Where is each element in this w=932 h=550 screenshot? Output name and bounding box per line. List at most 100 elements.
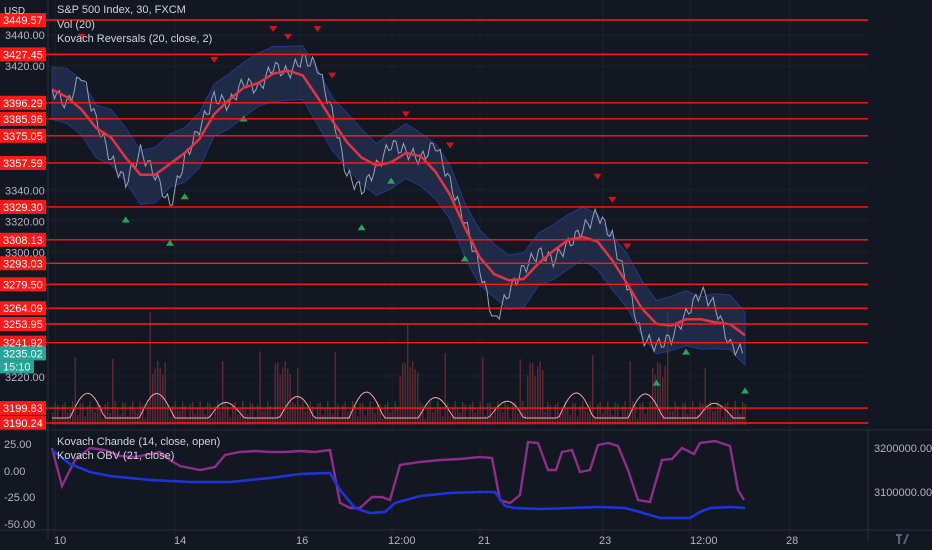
volume-bar [212,417,214,425]
volume-bar [734,401,736,425]
volume-bar [342,405,344,425]
volume-bar [232,403,234,425]
countdown-label: 15:10 [3,361,31,373]
volume-bar [539,361,541,425]
volume-bar [117,407,119,425]
volume-bar [504,401,506,425]
reversal-markers [77,25,749,394]
chande-legend: Kovach Chande (14, close, open) [57,436,221,448]
volume-legend: Vol (20) [57,19,95,31]
obv-tick: 3100000.00 [874,487,932,499]
volume-bar [319,402,321,425]
volume-bars [52,311,746,425]
lower-pane [50,439,746,520]
level-label-bg [0,335,46,350]
level-label: 3293.03 [3,258,43,270]
volume-bar [217,401,219,425]
volume-bar [589,401,591,425]
volume-bar [639,403,641,425]
volume-bar [577,416,579,425]
volume-bar [269,405,271,425]
volume-bar [247,413,249,425]
volume-bar [724,403,726,425]
volume-bar [369,401,371,425]
current-price-bg [0,346,46,361]
volume-bar [332,413,334,425]
currency-label: USD [4,6,26,17]
volume-bar [444,352,446,425]
volume-bar [329,408,331,425]
volume-bar [277,362,279,425]
volume-bar [324,407,326,425]
volume-bar [584,410,586,425]
symbol-legend: S&P 500 Index, 30, FXCM [57,4,186,16]
chande-tick: 0.00 [4,466,25,478]
volume-bar [147,404,149,425]
volume-bar [594,418,596,425]
volume-bar [174,401,176,425]
volume-bar [267,401,269,425]
volume-bar [659,363,661,425]
volume-bar [519,359,521,425]
level-label: 3279.50 [3,279,43,291]
volume-bar [199,401,201,425]
volume-bar [192,402,194,425]
level-label: 3385.96 [3,114,43,126]
volume-bar [162,374,164,425]
level-label: 3357.59 [3,158,43,170]
volume-bar [564,401,566,425]
volume-bar [309,401,311,425]
volume-bar [82,403,84,425]
volume-bar [349,410,351,425]
volume-bar [142,405,144,425]
level-label-bg [0,111,46,126]
level-label-bg [0,13,46,27]
volume-bar [737,408,739,425]
volume-bar [612,414,614,425]
volume-bar [287,368,289,425]
indicator-legend: Kovach Reversals (20, close, 2) [57,33,213,45]
volume-bar [94,411,96,425]
volume-bar [472,401,474,425]
volume-bar [99,405,101,425]
up-marker [682,348,691,355]
volume-bar [392,409,394,425]
tradingview-logo-icon[interactable] [895,531,911,545]
volume-bar [677,405,679,425]
volume-bar [399,376,401,425]
volume-bar [482,356,484,425]
volume-bar [374,413,376,425]
volume-bar [702,403,704,425]
volume-bar [467,418,469,425]
horizontal-levels[interactable]: 3449.57 3427.45 3396.29 3385.96 3375.05 3357.… [0,13,868,430]
volume-bar [699,402,701,425]
volume-bar [462,401,464,425]
down-marker [401,111,410,118]
volume-bar [509,418,511,425]
volume-bar [457,409,459,425]
volume-bar [172,405,174,425]
volume-bar [202,407,204,425]
volume-bar [522,401,524,425]
level-label: 3329.30 [3,202,43,214]
volume-bar [742,402,744,425]
volume-bar [547,401,549,425]
level-label-bg [0,316,46,331]
volume-bar [67,412,69,425]
down-marker [623,243,632,250]
level-label: 3264.09 [3,303,43,315]
volume-bar [572,402,574,425]
volume-bar [79,402,81,425]
volume-bar [279,374,281,425]
volume-bar [529,362,531,425]
volume-bar [419,401,421,425]
volume-bar [552,418,554,425]
price-line [51,53,743,357]
time-tick: 16 [296,535,308,547]
band-area [51,45,746,367]
level-label-bg [0,277,46,292]
price-tick: 3300.00 [5,247,45,259]
chande-tick: -25.00 [4,492,35,504]
